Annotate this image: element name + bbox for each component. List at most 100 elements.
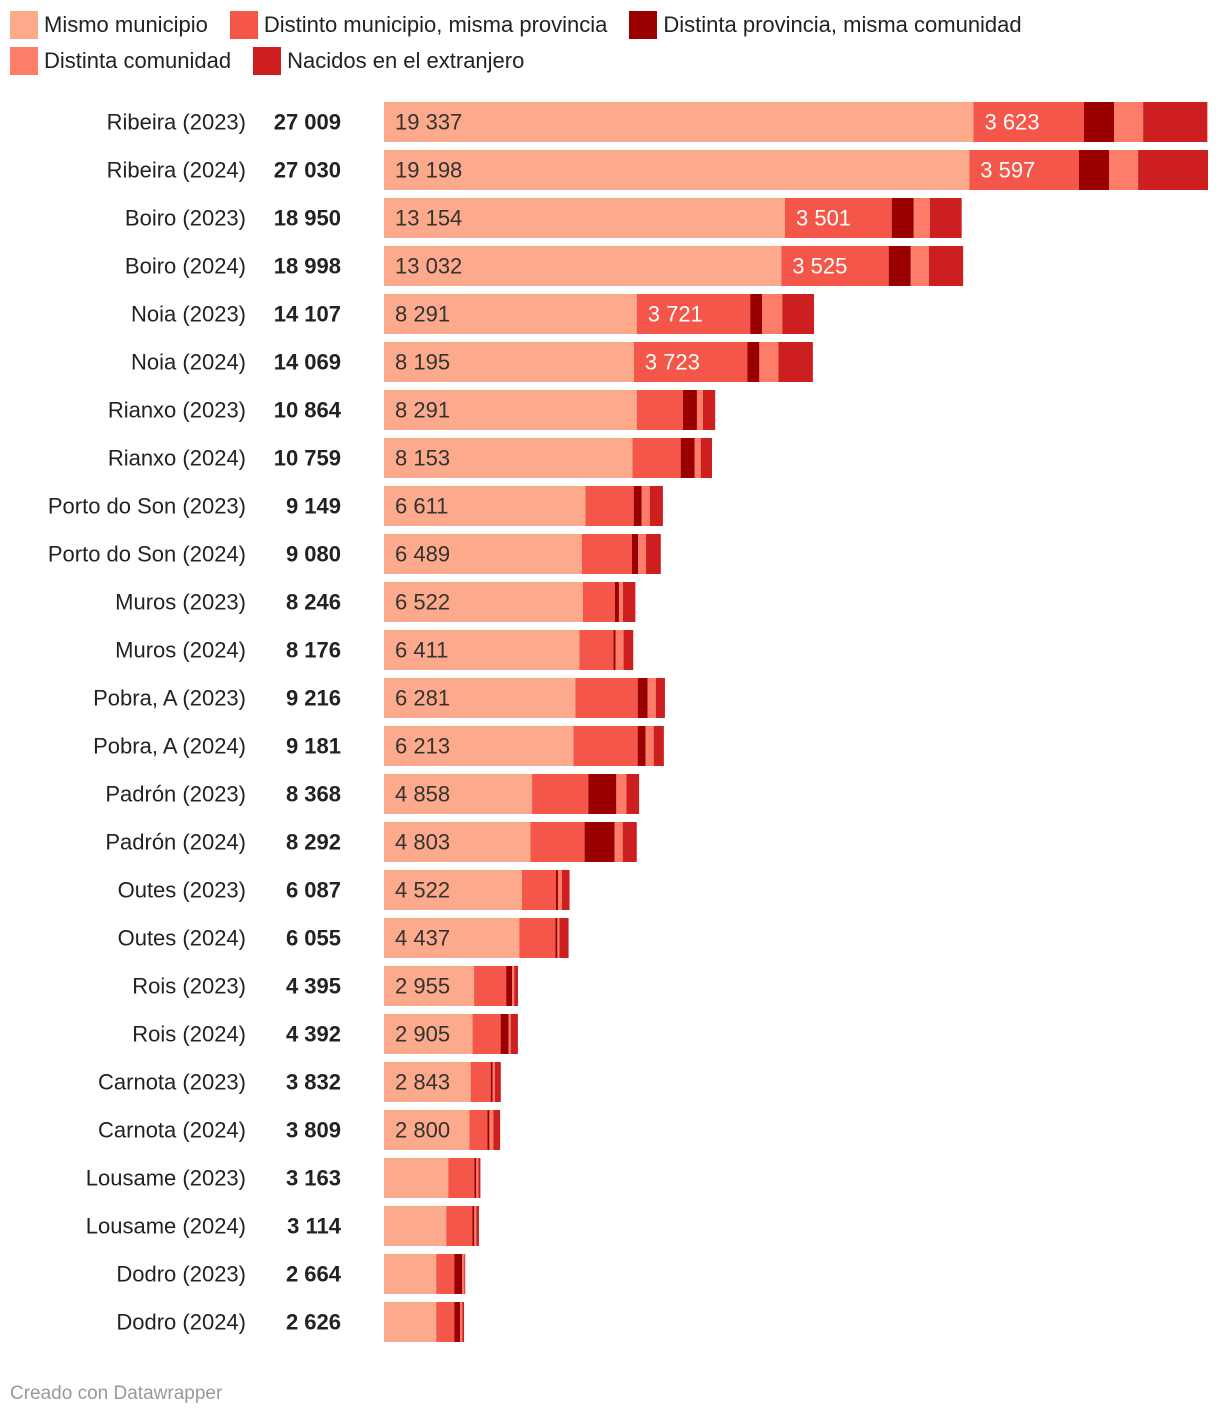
bar-segment xyxy=(579,630,614,670)
bar-segment xyxy=(474,1206,477,1246)
segment-value-label: 3 723 xyxy=(645,350,700,375)
bar-segment xyxy=(928,246,964,286)
segment-value-label: 13 032 xyxy=(395,254,462,279)
bar-segment xyxy=(614,822,623,862)
row-label: Ribeira (2024) xyxy=(107,158,246,183)
bar-segment xyxy=(581,534,632,574)
segment-value-label: 8 195 xyxy=(395,350,450,375)
legend-item: Nacidos en el extranjero xyxy=(253,46,524,76)
bar-segment xyxy=(1114,102,1144,142)
row-label: Pobra, A (2024) xyxy=(93,734,246,759)
segment-value-label: 6 489 xyxy=(395,542,450,567)
row-label: Porto do Son (2024) xyxy=(48,542,246,567)
row-total: 4 395 xyxy=(286,974,341,999)
bar-segment xyxy=(478,1158,481,1198)
bar-segment xyxy=(555,870,558,910)
bar-segment xyxy=(470,1062,491,1102)
bar-segment xyxy=(384,1158,449,1198)
bar-segment xyxy=(747,342,760,382)
bar-segment xyxy=(384,390,637,430)
bar-segment xyxy=(469,1110,488,1150)
bar-segment xyxy=(384,1110,470,1150)
bar-segment xyxy=(929,198,962,238)
bar-segment xyxy=(555,918,558,958)
bar-segment xyxy=(680,438,695,478)
bar-segment xyxy=(750,294,763,334)
bar-segment xyxy=(653,726,664,766)
legend-label: Distinta comunidad xyxy=(44,48,232,73)
bar-segment xyxy=(474,966,507,1006)
bar-segment xyxy=(694,438,701,478)
row-label: Pobra, A (2023) xyxy=(93,686,246,711)
legend-item: Distinta provincia, misma comunidad xyxy=(629,10,1022,40)
bar-segment xyxy=(696,390,703,430)
bar-segment xyxy=(493,1110,501,1150)
footer-credit: Creado con Datawrapper xyxy=(10,1383,223,1404)
row-label: Boiro (2023) xyxy=(125,206,246,231)
bar-segment xyxy=(500,1014,509,1054)
segment-value-label: 3 525 xyxy=(792,254,847,279)
row-label: Noia (2024) xyxy=(131,350,246,375)
segment-value-label: 6 522 xyxy=(395,590,450,615)
bar-segment xyxy=(637,534,647,574)
segment-value-label: 4 437 xyxy=(395,926,450,951)
row-total: 2 626 xyxy=(286,1310,341,1335)
bar-segment xyxy=(647,678,656,718)
row-label: Carnota (2023) xyxy=(98,1070,246,1095)
bar-segment xyxy=(762,294,783,334)
bar-segment xyxy=(888,246,911,286)
bar-segment xyxy=(637,678,648,718)
bar-segment xyxy=(532,774,589,814)
row-total: 14 069 xyxy=(274,350,341,375)
row-total: 6 055 xyxy=(286,926,341,951)
bar-segment xyxy=(476,1158,479,1198)
row-total: 8 368 xyxy=(286,782,341,807)
row-total: 27 030 xyxy=(274,158,341,183)
row-total: 6 087 xyxy=(286,878,341,903)
bar-segment xyxy=(616,774,627,814)
bar-segment xyxy=(519,918,556,958)
row-label: Muros (2023) xyxy=(115,590,246,615)
bar-segment xyxy=(476,1206,479,1246)
row-total: 9 216 xyxy=(286,686,341,711)
segment-value-label: 19 198 xyxy=(395,158,462,183)
bar-segment xyxy=(1108,150,1139,190)
bar-segment xyxy=(448,1158,475,1198)
bar-segment xyxy=(384,150,970,190)
row-total: 3 832 xyxy=(286,1070,341,1095)
row-label: Dodro (2024) xyxy=(116,1310,246,1335)
bar-segment xyxy=(633,486,642,526)
bar-segment xyxy=(510,1014,518,1054)
bar-segment xyxy=(615,630,624,670)
row-total: 14 107 xyxy=(274,302,341,327)
legend-item: Mismo municipio xyxy=(10,10,208,40)
bar-segment xyxy=(1078,150,1109,190)
bar-segment xyxy=(462,1302,465,1342)
legend-swatch xyxy=(629,11,658,39)
row-total: 4 392 xyxy=(286,1022,341,1047)
bar-segment xyxy=(582,582,615,622)
bar-segment xyxy=(436,1254,455,1294)
row-label: Lousame (2024) xyxy=(86,1214,246,1239)
bar-segment xyxy=(700,438,712,478)
bar-segment xyxy=(973,102,1084,142)
row-label: Rianxo (2023) xyxy=(108,398,246,423)
bar-segment xyxy=(384,342,634,382)
bar-segment xyxy=(512,966,515,1006)
bar-segment xyxy=(384,1014,473,1054)
bar-segment xyxy=(492,1062,495,1102)
row-total: 9 080 xyxy=(286,542,341,567)
legend-item: Distinta comunidad xyxy=(10,46,231,76)
bar-segment xyxy=(585,486,634,526)
row-label: Rois (2024) xyxy=(132,1022,246,1047)
row-label: Carnota (2024) xyxy=(98,1118,246,1143)
bar-segment xyxy=(1143,102,1208,142)
segment-value-label: 8 291 xyxy=(395,398,450,423)
legend-label: Distinta provincia, misma comunidad xyxy=(663,12,1022,37)
bar-segment xyxy=(489,1110,494,1150)
bar-segment xyxy=(632,438,681,478)
bar-segment xyxy=(384,582,583,622)
bar-segment xyxy=(384,246,782,286)
bar-segment xyxy=(1138,150,1208,190)
bar-segment xyxy=(614,582,619,622)
